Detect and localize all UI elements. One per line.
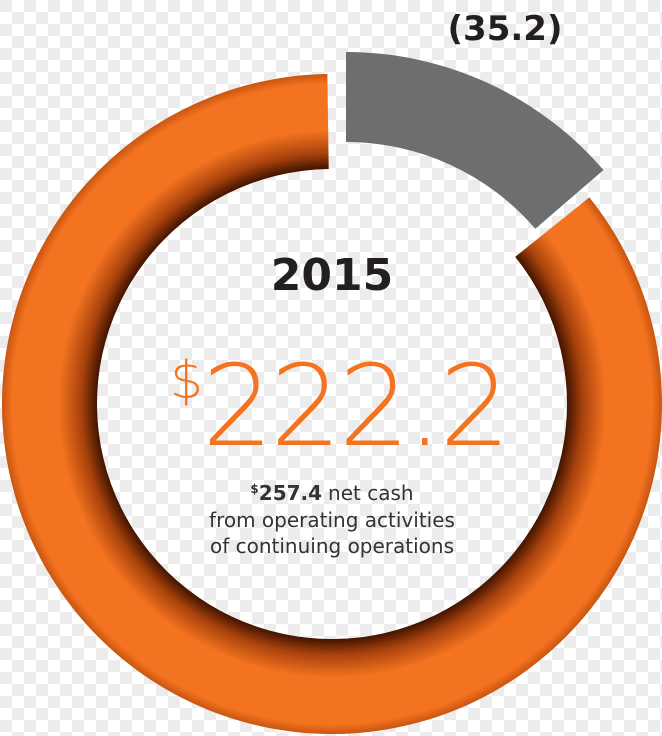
note-line: $257.4 net cash [250,481,413,505]
note-currency: $ [250,482,258,496]
currency-symbol: $ [170,351,203,411]
note-line: from operating activities [209,508,455,532]
note-amount: 257.4 [259,481,322,505]
segment-label: (35.2) [448,9,563,49]
note-line: of continuing operations [210,534,454,558]
center-value: 222.2 [202,342,508,472]
chart-title: 2015 [271,250,393,301]
donut-segment [346,52,604,229]
note-text: net cash [328,481,414,505]
